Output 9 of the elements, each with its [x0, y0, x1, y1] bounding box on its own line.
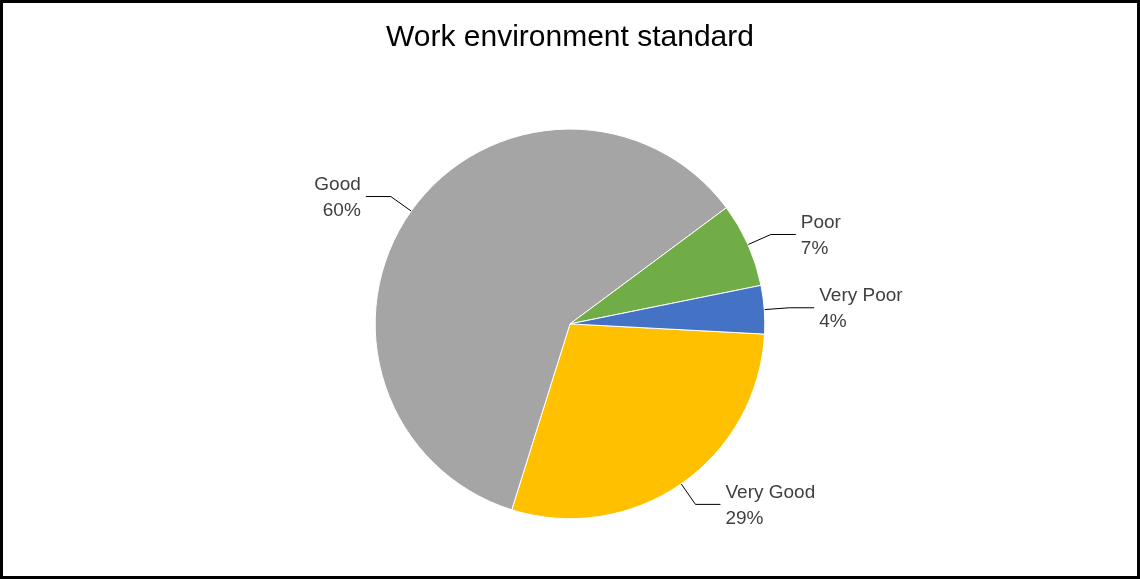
data-label: 29% [725, 506, 764, 528]
slice-label: Very Poor [819, 284, 904, 306]
slice-label: Poor [800, 210, 842, 232]
data-label: 4% [819, 310, 847, 332]
slice-label: Very Good [725, 480, 816, 502]
chart-title: Work environment standard [386, 18, 754, 52]
data-label: 7% [800, 236, 829, 258]
data-label: 60% [322, 199, 361, 221]
slice-label: Good [314, 173, 361, 195]
